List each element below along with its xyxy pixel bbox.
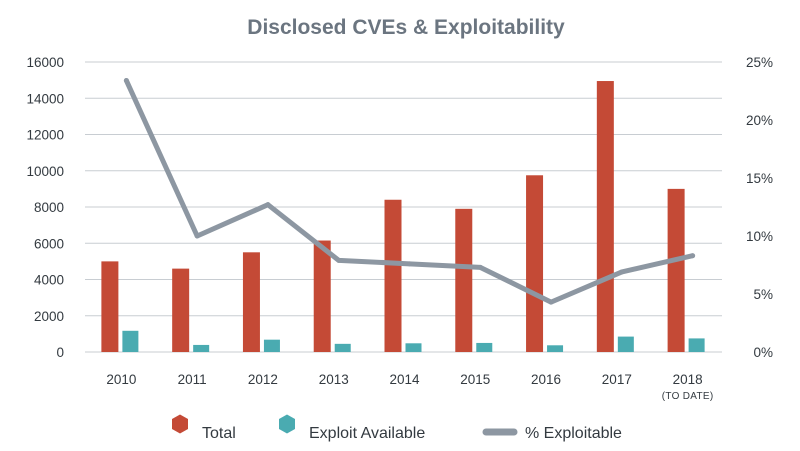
bar-exploit-available-2018 bbox=[688, 338, 705, 352]
line-point-2017 bbox=[619, 269, 625, 275]
x-tick-label: 2018 bbox=[673, 372, 703, 387]
bar-exploit-available-2011 bbox=[193, 344, 210, 352]
x-tick-label: 2014 bbox=[389, 372, 420, 387]
line-point-2016 bbox=[548, 299, 554, 305]
right-tick-label: 0% bbox=[753, 345, 773, 360]
line-point-2013 bbox=[336, 257, 342, 263]
x-tick-label: 2013 bbox=[319, 372, 349, 387]
line-point-2012 bbox=[265, 202, 271, 208]
line-series bbox=[123, 78, 696, 305]
bar-total-2017 bbox=[596, 81, 614, 352]
bar-exploit-available-2016 bbox=[547, 345, 564, 352]
bar-total-2013 bbox=[313, 240, 331, 352]
bar-total-2011 bbox=[172, 268, 190, 352]
line-point-2011 bbox=[194, 233, 200, 239]
x-tick-sublabel: (TO DATE) bbox=[662, 391, 714, 402]
bar-exploit-available-2015 bbox=[476, 342, 493, 352]
left-tick-label: 6000 bbox=[34, 236, 64, 251]
legend: Total Exploit Available % Exploitable bbox=[172, 414, 622, 442]
right-axis-ticks: 0% 5% 10% 15% 20% 25% bbox=[746, 55, 773, 360]
x-tick-label: 2017 bbox=[602, 372, 632, 387]
gridlines bbox=[85, 61, 722, 353]
x-tick-label: 2012 bbox=[248, 372, 278, 387]
line-point-2010 bbox=[123, 78, 129, 84]
bar-total-2012 bbox=[242, 252, 260, 352]
legend-total-label: Total bbox=[202, 425, 236, 442]
bar-total-2016 bbox=[526, 175, 544, 352]
legend-exploit-hexagon-icon bbox=[279, 414, 295, 434]
left-tick-label: 16000 bbox=[26, 55, 64, 70]
left-tick-label: 8000 bbox=[34, 200, 64, 215]
right-tick-label: 25% bbox=[746, 55, 773, 70]
bar-total-2010 bbox=[101, 261, 119, 352]
bar-exploit-available-2014 bbox=[405, 343, 422, 352]
bar-exploit-available-2010 bbox=[122, 330, 139, 352]
x-axis-ticks: 2010 2011 2012 2013 2014 2015 2016 2017 2018 (TO … bbox=[106, 372, 713, 402]
bar-series bbox=[101, 81, 705, 352]
x-tick-label: 2016 bbox=[531, 372, 561, 387]
right-tick-label: 5% bbox=[753, 287, 773, 302]
right-tick-label: 10% bbox=[746, 229, 773, 244]
bar-exploit-available-2012 bbox=[263, 339, 280, 352]
left-tick-label: 10000 bbox=[26, 164, 64, 179]
right-tick-label: 20% bbox=[746, 113, 773, 128]
line-point-2018 bbox=[690, 253, 696, 259]
legend-total-hexagon-icon bbox=[172, 414, 188, 434]
left-tick-label: 12000 bbox=[26, 128, 64, 143]
line-point-2015 bbox=[477, 264, 483, 270]
left-tick-label: 2000 bbox=[34, 309, 64, 324]
x-tick-label: 2015 bbox=[460, 372, 490, 387]
legend-exploit-label: Exploit Available bbox=[309, 425, 425, 442]
x-tick-label: 2010 bbox=[106, 372, 136, 387]
chart-title: Disclosed CVEs & Exploitability bbox=[247, 16, 565, 39]
left-tick-label: 14000 bbox=[26, 91, 64, 106]
legend-item-pct-exploitable: % Exploitable bbox=[482, 425, 622, 442]
bar-exploit-available-2017 bbox=[617, 336, 634, 352]
left-tick-label: 0 bbox=[56, 345, 64, 360]
left-axis-ticks: 0 2000 4000 6000 8000 10000 12000 14000 16000 bbox=[26, 55, 64, 360]
bar-total-2014 bbox=[384, 199, 402, 352]
right-tick-label: 15% bbox=[746, 171, 773, 186]
line-point-2014 bbox=[407, 261, 412, 267]
bar-exploit-available-2013 bbox=[334, 343, 351, 352]
legend-item-total: Total bbox=[172, 414, 236, 442]
bar-total-2018 bbox=[667, 188, 685, 352]
legend-item-exploit-available: Exploit Available bbox=[279, 414, 425, 442]
left-tick-label: 4000 bbox=[34, 273, 64, 288]
bar-total-2015 bbox=[455, 208, 473, 352]
legend-pct-label: % Exploitable bbox=[525, 425, 622, 442]
x-tick-label: 2011 bbox=[178, 372, 207, 387]
